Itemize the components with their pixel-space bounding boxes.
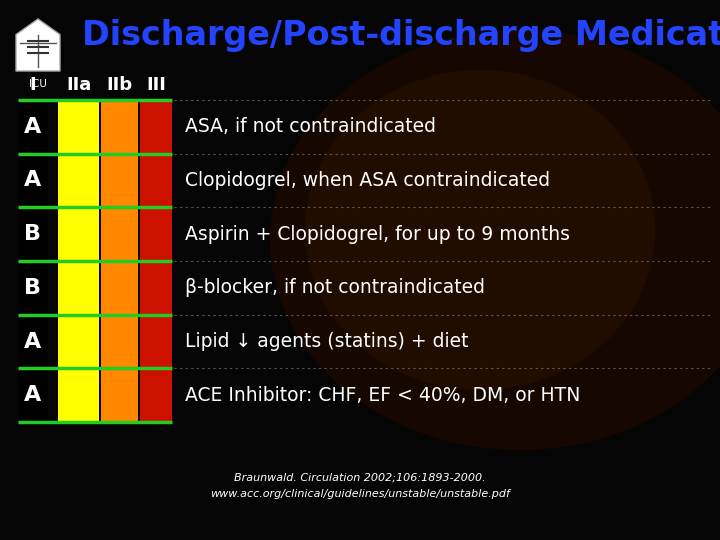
Bar [101,369,138,421]
Text: Lipid ↓ agents (statins) + diet: Lipid ↓ agents (statins) + diet [185,332,469,351]
Text: IIb: IIb [107,76,132,94]
Text: www.acc.org/clinical/guidelines/unstable/unstable.pdf: www.acc.org/clinical/guidelines/unstable… [210,489,510,499]
Bar [101,154,138,206]
Text: Braunwald. Circulation 2002;106:1893-2000.: Braunwald. Circulation 2002;106:1893-200… [234,473,486,483]
Text: III: III [146,76,166,94]
Bar [101,101,138,153]
Bar [140,154,172,206]
Text: B: B [24,278,42,298]
Bar [58,369,99,421]
Bar [140,316,172,367]
Text: Aspirin + Clopidogrel, for up to 9 months: Aspirin + Clopidogrel, for up to 9 month… [185,225,570,244]
Bar [58,101,99,153]
Text: Discharge/Post-discharge Medications: Discharge/Post-discharge Medications [82,18,720,51]
Bar [140,262,172,314]
Ellipse shape [270,30,720,450]
Text: I: I [30,76,36,94]
Text: A: A [24,385,42,405]
Bar [18,154,48,206]
Polygon shape [16,19,60,71]
Text: B: B [24,224,42,244]
Bar [18,262,48,314]
Bar [140,101,172,153]
Text: A: A [24,117,42,137]
Bar [140,369,172,421]
Bar [58,154,99,206]
Bar [101,262,138,314]
Bar [58,316,99,367]
Bar [58,262,99,314]
Bar [140,208,172,260]
Bar [18,316,48,367]
Bar [101,316,138,367]
Bar [18,369,48,421]
Text: IIa: IIa [66,76,91,94]
Text: A: A [24,332,42,352]
Bar [101,208,138,260]
Bar [18,101,48,153]
Text: ASA, if not contraindicated: ASA, if not contraindicated [185,117,436,136]
Text: Clopidogrel, when ASA contraindicated: Clopidogrel, when ASA contraindicated [185,171,550,190]
Text: ICU: ICU [29,79,47,89]
Bar [58,208,99,260]
Bar [18,208,48,260]
Ellipse shape [305,70,655,390]
Text: ACE Inhibitor: CHF, EF < 40%, DM, or HTN: ACE Inhibitor: CHF, EF < 40%, DM, or HTN [185,386,580,404]
Text: A: A [24,171,42,191]
Text: β-blocker, if not contraindicated: β-blocker, if not contraindicated [185,278,485,298]
